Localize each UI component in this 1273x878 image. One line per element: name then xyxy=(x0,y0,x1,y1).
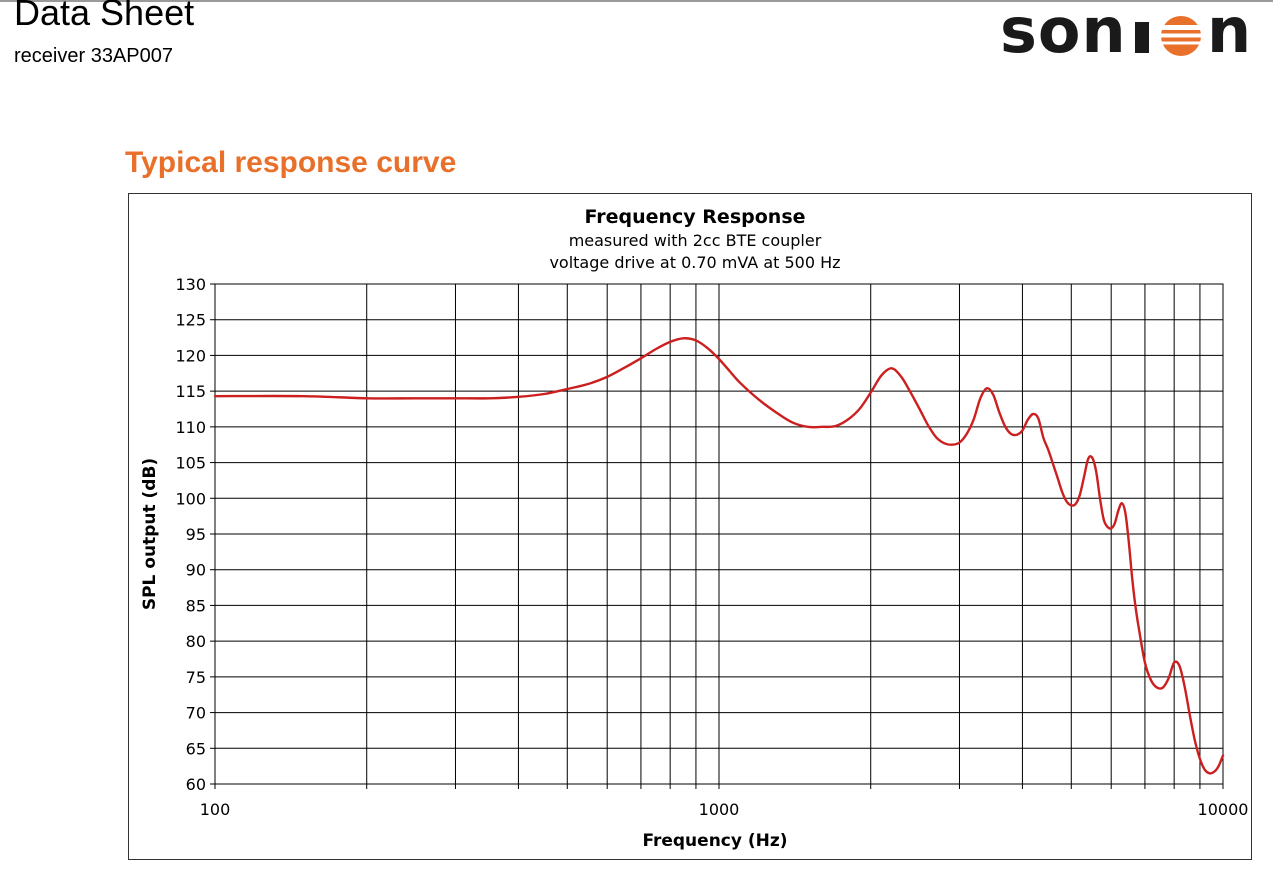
y-tick-label: 100 xyxy=(175,489,206,508)
y-axis-label: SPL output (dB) xyxy=(140,458,160,610)
sonion-logo: son n xyxy=(1000,2,1251,60)
y-tick-label: 125 xyxy=(175,311,206,330)
chart-subtitle-line-1: measured with 2cc BTE coupler xyxy=(569,231,822,250)
grid-lines xyxy=(210,283,1224,789)
x-tick-label: 10000 xyxy=(1198,800,1249,819)
y-tick-label: 60 xyxy=(186,775,206,794)
y-tick-label: 130 xyxy=(175,275,206,294)
y-tick-label: 80 xyxy=(186,632,206,651)
document-title: Data Sheet xyxy=(14,0,195,33)
y-tick-label: 95 xyxy=(186,525,206,544)
x-axis-label: Frequency (Hz) xyxy=(642,831,787,851)
logo-wordmark: son xyxy=(1000,2,1127,60)
logo-o-icon xyxy=(1160,16,1202,56)
section-heading: Typical response curve xyxy=(125,146,457,179)
document-subtitle: receiver 33AP007 xyxy=(14,45,173,67)
y-tick-label: 65 xyxy=(186,739,206,758)
logo-letter-i xyxy=(1135,22,1149,53)
chart-frame xyxy=(128,193,1252,860)
tick-labels: 60 65 70 75 80 85 90 95 100 105 110 115 120 125 130 100… xyxy=(175,275,1248,819)
y-tick-label: 105 xyxy=(175,454,206,473)
series-line xyxy=(213,337,1225,775)
y-tick-label: 90 xyxy=(186,561,206,580)
y-tick-label: 85 xyxy=(186,596,206,615)
chart-subtitle-line-2: voltage drive at 0.70 mVA at 500 Hz xyxy=(549,253,840,272)
y-tick-label: 110 xyxy=(175,418,206,437)
y-tick-label: 120 xyxy=(175,346,206,365)
y-tick-label: 75 xyxy=(186,668,206,687)
logo-letter-n: n xyxy=(1207,2,1251,60)
top-rule xyxy=(0,0,1273,2)
x-tick-label: 100 xyxy=(200,800,231,819)
x-tick-label: 1000 xyxy=(699,800,740,819)
y-tick-label: 115 xyxy=(175,382,206,401)
chart-title: Frequency Response xyxy=(584,206,805,228)
y-tick-label: 70 xyxy=(186,704,206,723)
plot-area-border xyxy=(214,283,1224,785)
